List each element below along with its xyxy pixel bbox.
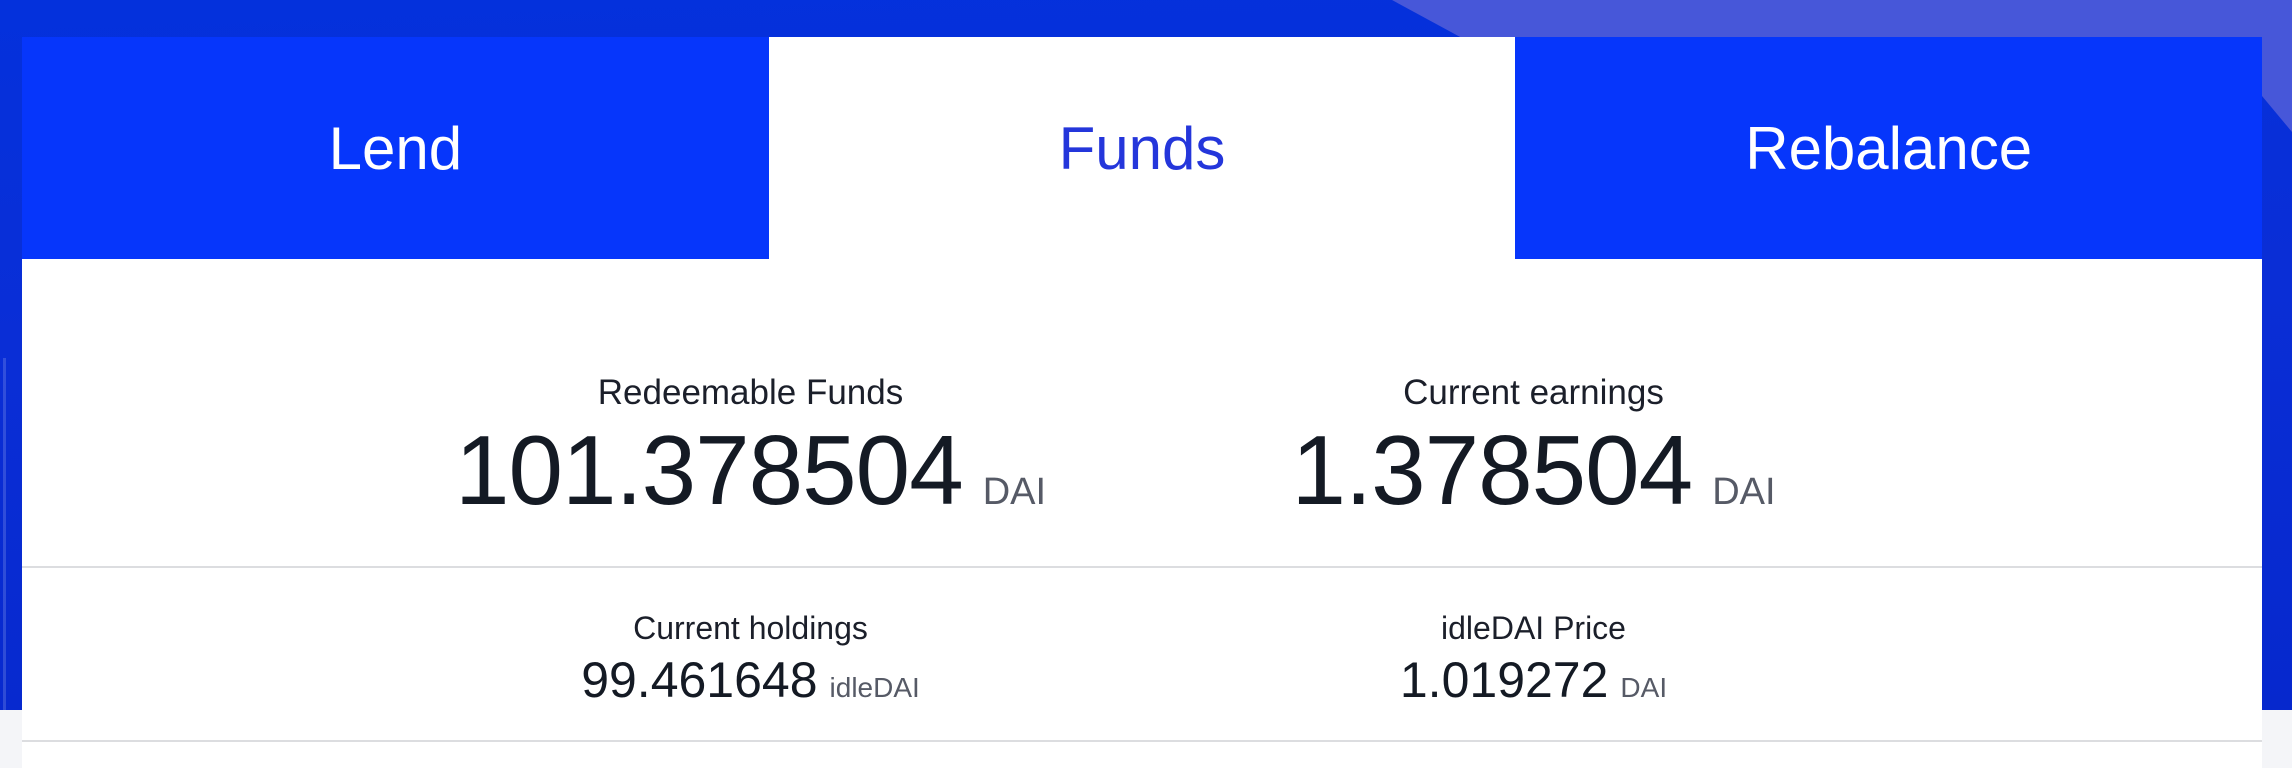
stat-current-earnings: Current earnings 1.378504 DAI <box>1142 371 1925 521</box>
stat-label: Current earnings <box>1403 373 1664 412</box>
stat-current-holdings: Current holdings 99.461648 idleDAI <box>359 608 1142 710</box>
stat-value: 1.019272 <box>1399 652 1609 708</box>
stat-label: idleDAI Price <box>1441 610 1626 646</box>
secondary-stats-row: Current holdings 99.461648 idleDAI idleD… <box>359 608 1925 710</box>
funds-card: Lend Funds Rebalance Redeemable Funds 10… <box>22 37 2263 768</box>
stat-value: 101.378504 <box>454 415 964 525</box>
stat-line: 1.019272 DAI <box>1400 650 1667 710</box>
stat-redeemable-funds: Redeemable Funds 101.378504 DAI <box>359 371 1142 521</box>
stat-idledai-price: idleDAI Price 1.019272 DAI <box>1142 608 1925 710</box>
stat-line: 101.378504 DAI <box>455 419 1046 521</box>
secondary-stats-section: Current holdings 99.461648 idleDAI idleD… <box>22 568 2262 742</box>
stat-unit: DAI <box>1712 471 1776 513</box>
stat-line: 1.378504 DAI <box>1291 419 1775 521</box>
stat-value: 1.378504 <box>1291 415 1693 525</box>
stat-value: 99.461648 <box>581 652 818 708</box>
tab-funds-label: Funds <box>1058 114 1226 182</box>
stat-label: Current holdings <box>633 610 868 646</box>
tab-rebalance-label: Rebalance <box>1745 114 2033 182</box>
tab-lend[interactable]: Lend <box>22 37 769 259</box>
primary-stats-section: Redeemable Funds 101.378504 DAI Current … <box>22 259 2262 568</box>
stat-unit: DAI <box>1620 672 1668 703</box>
stat-unit: DAI <box>982 471 1047 513</box>
background-left-accent-line <box>3 358 6 710</box>
primary-stats-row: Redeemable Funds 101.378504 DAI Current … <box>359 371 1925 521</box>
stat-unit: idleDAI <box>829 672 920 703</box>
tab-funds[interactable]: Funds <box>768 37 1516 259</box>
tab-lend-label: Lend <box>328 114 463 182</box>
tab-bar: Lend Funds Rebalance <box>22 37 2263 259</box>
stat-label: Redeemable Funds <box>597 373 904 412</box>
card-lower-area <box>22 742 2262 768</box>
stat-line: 99.461648 idleDAI <box>581 650 920 710</box>
tab-rebalance[interactable]: Rebalance <box>1515 37 2263 259</box>
